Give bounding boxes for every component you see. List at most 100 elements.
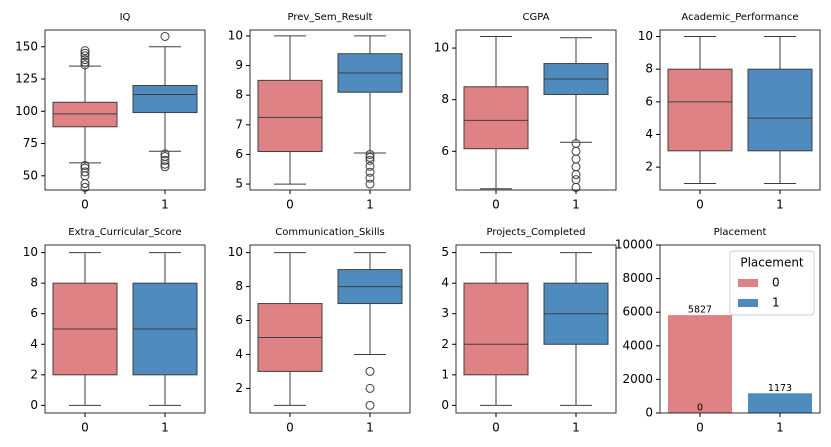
- y-tick-label: 0: [30, 398, 38, 412]
- y-tick-label: 0: [645, 406, 653, 420]
- outlier: [365, 155, 375, 165]
- chart-title: Projects_Completed: [487, 227, 586, 238]
- outlier: [80, 55, 90, 65]
- outlier: [571, 162, 581, 172]
- y-tick-label: 4: [235, 347, 243, 361]
- box: [463, 282, 529, 376]
- axes-frame: [249, 244, 411, 414]
- value-label: 0: [697, 403, 703, 414]
- y-tick-label: 5: [441, 245, 449, 259]
- x-tick-label: 0: [492, 198, 500, 212]
- y-tick-label: 3: [441, 306, 449, 320]
- y-tick-label: 7: [235, 117, 243, 131]
- box: [463, 86, 529, 150]
- y-tick-label: 2: [235, 381, 243, 395]
- outlier: [160, 155, 170, 165]
- chart-title: Academic_Performance: [681, 12, 798, 23]
- x-tick-label: 0: [81, 198, 89, 212]
- outlier: [571, 146, 581, 156]
- outlier: [80, 60, 90, 70]
- outlier: [571, 154, 581, 164]
- y-tick-label: 10000: [615, 238, 653, 252]
- y-tick-label: 50: [23, 168, 38, 182]
- axes-frame: [659, 244, 821, 414]
- chart-title: Prev_Sem_Result: [288, 12, 373, 23]
- outlier: [365, 179, 375, 189]
- outlier: [80, 57, 90, 67]
- y-tick-label: 2000: [622, 372, 653, 386]
- y-tick-label: 10: [638, 29, 653, 43]
- axes-frame: [44, 29, 206, 191]
- y-tick-label: 4000: [622, 338, 653, 352]
- legend-title: Placement: [740, 256, 804, 270]
- axes-frame: [455, 29, 617, 191]
- y-tick-label: 5: [235, 177, 243, 191]
- y-tick-label: 6: [30, 306, 38, 320]
- y-tick-label: 9: [235, 58, 243, 72]
- y-tick-label: 150: [15, 39, 38, 53]
- y-tick-label: 10: [434, 41, 449, 55]
- axes-frame: [44, 244, 206, 414]
- x-tick-label: 1: [366, 421, 374, 435]
- value-label: 5827: [688, 305, 712, 316]
- y-tick-label: 4: [645, 127, 653, 141]
- chart-title: Communication_Skills: [275, 227, 385, 238]
- outlier: [365, 400, 375, 410]
- y-tick-label: 2: [441, 337, 449, 351]
- y-tick-label: 2: [645, 160, 653, 174]
- legend-label: 1: [772, 296, 780, 310]
- outlier: [365, 152, 375, 162]
- x-tick-label: 0: [81, 421, 89, 435]
- y-tick-label: 100: [15, 104, 38, 118]
- chart-title: IQ: [120, 12, 131, 23]
- outlier: [160, 149, 170, 159]
- legend-label: 0: [772, 276, 780, 290]
- box: [747, 68, 813, 152]
- x-tick-label: 1: [161, 421, 169, 435]
- chart-title: Placement: [714, 227, 767, 238]
- y-tick-label: 75: [23, 136, 38, 150]
- axes-frame: [455, 244, 617, 414]
- y-tick-label: 4: [441, 276, 449, 290]
- legend-swatch: [738, 299, 758, 307]
- outlier: [160, 31, 170, 41]
- x-tick-label: 0: [696, 198, 704, 212]
- axes-frame: [249, 29, 411, 191]
- outlier: [571, 182, 581, 192]
- y-tick-label: 10: [228, 28, 243, 42]
- outlier: [365, 366, 375, 376]
- y-tick-label: 8: [235, 88, 243, 102]
- outlier: [571, 170, 581, 180]
- value-label: 1173: [768, 383, 792, 394]
- box: [52, 101, 118, 128]
- box: [132, 84, 198, 114]
- y-tick-label: 10: [23, 245, 38, 259]
- outlier: [365, 161, 375, 171]
- outlier: [365, 167, 375, 177]
- x-tick-label: 1: [161, 198, 169, 212]
- x-tick-label: 0: [286, 421, 294, 435]
- axes-frame: [659, 29, 821, 191]
- outlier: [80, 182, 90, 192]
- x-tick-label: 0: [492, 421, 500, 435]
- chart-title: CGPA: [523, 12, 550, 23]
- outlier: [365, 173, 375, 183]
- y-tick-label: 0: [441, 398, 449, 412]
- y-tick-label: 6000: [622, 305, 653, 319]
- y-tick-label: 8: [645, 62, 653, 76]
- outlier: [365, 383, 375, 393]
- chart-title: Extra_Curricular_Score: [68, 227, 181, 238]
- y-tick-label: 4: [30, 337, 38, 351]
- box: [667, 68, 733, 152]
- x-tick-label: 0: [286, 198, 294, 212]
- x-tick-label: 1: [572, 421, 580, 435]
- y-tick-label: 6: [235, 147, 243, 161]
- x-tick-label: 1: [776, 421, 784, 435]
- outlier: [80, 167, 90, 177]
- outlier: [80, 51, 90, 61]
- y-tick-label: 1: [441, 367, 449, 381]
- outlier: [571, 175, 581, 185]
- outlier: [160, 159, 170, 169]
